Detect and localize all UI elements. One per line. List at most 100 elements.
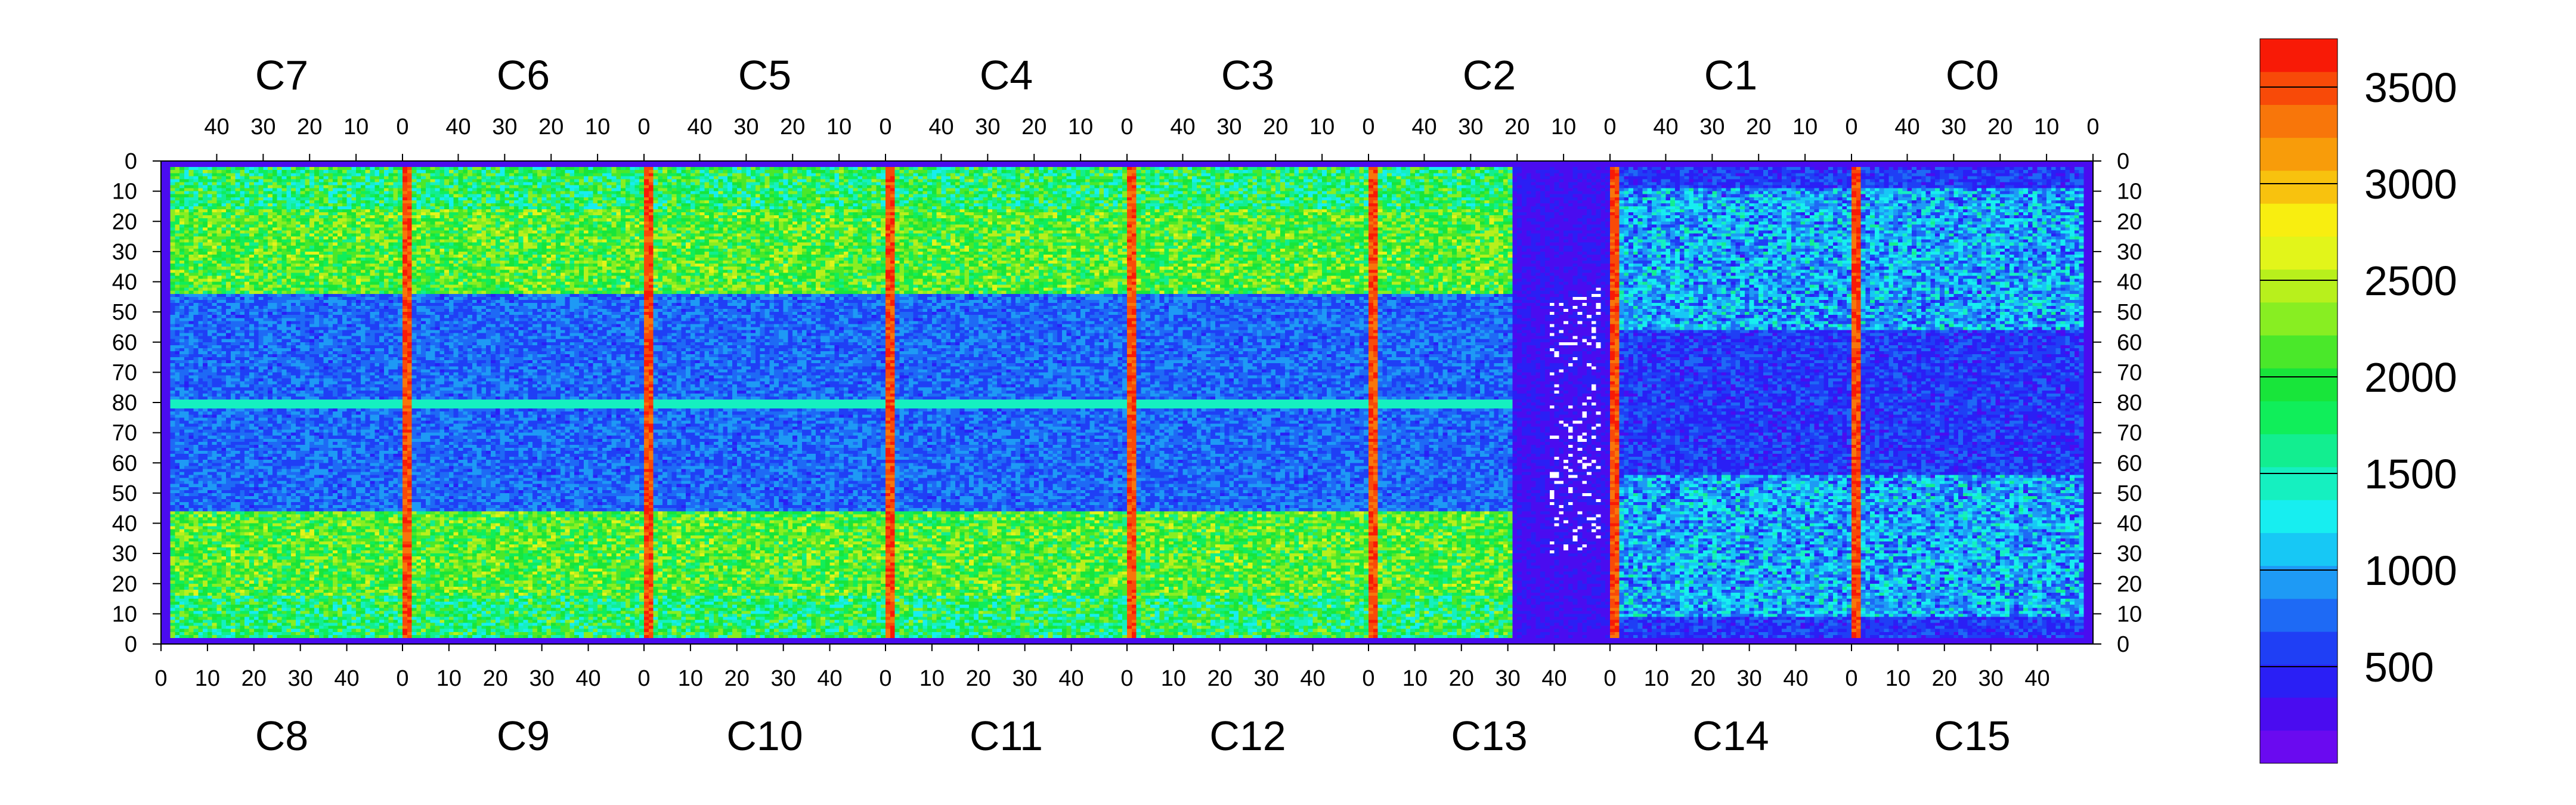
colorbar-tick-label: 2500 [2364, 258, 2457, 304]
bottom-chip-label: C8 [255, 713, 308, 759]
top-tick-label: 40 [1894, 114, 1919, 140]
colorbar-segment [2260, 697, 2337, 731]
bottom-x-axis: 0 10 20 30 40 0 10 20 30 40 0 10 20 30 40 0 10 20 30 40 0 10 2… [154, 644, 2050, 691]
colorbar-segment [2260, 565, 2337, 599]
top-tick-label: 30 [1941, 114, 1966, 140]
right-tick-label: 80 [2117, 391, 2142, 416]
left-tick-label: 60 [112, 451, 137, 476]
bottom-chip-label: C14 [1692, 713, 1769, 759]
top-chip-label: C5 [738, 52, 791, 98]
right-tick-label: 30 [2117, 240, 2142, 265]
bottom-tick-label: 0 [1845, 666, 1857, 691]
colorbar: 500 1000 1500 2000 2500 3000 3500 [2259, 38, 2457, 764]
left-tick-label: 0 [125, 632, 137, 657]
bottom-tick-label: 40 [2024, 666, 2049, 691]
colorbar-segment [2260, 170, 2337, 204]
bottom-chip-label: C9 [497, 713, 550, 759]
bottom-chip-labels: C8 C9 C10 C11 C12 C13 C14 C15 [255, 713, 2011, 759]
bottom-chip-label: C11 [970, 713, 1043, 759]
bottom-tick-label: 40 [1541, 666, 1566, 691]
bottom-tick-label: 40 [1783, 666, 1808, 691]
bottom-tick-label: 10 [1644, 666, 1669, 691]
bottom-chip-label: C12 [1209, 713, 1286, 759]
bottom-tick-label: 20 [966, 666, 991, 691]
top-tick-label: 0 [396, 114, 408, 140]
colorbar-segment [2260, 434, 2337, 467]
bottom-tick-label: 30 [1737, 666, 1762, 691]
left-tick-label: 10 [112, 179, 137, 205]
colorbar-tick-label: 1500 [2364, 451, 2457, 497]
left-y-axis: 0 10 20 30 40 50 60 70 80 70 60 50 40 30 20 10 0 [112, 149, 161, 657]
bottom-tick-label: 40 [817, 666, 842, 691]
left-tick-label: 30 [112, 240, 137, 265]
top-chip-label: C4 [980, 52, 1033, 98]
colorbar-segment [2260, 302, 2337, 336]
right-y-axis: 0 10 20 30 40 50 60 70 80 70 60 50 40 30 20 10 0 [2093, 149, 2142, 657]
top-tick-label: 40 [445, 114, 470, 140]
top-chip-label: C0 [1946, 52, 1999, 98]
top-chip-labels: C7 C6 C5 C4 C3 C2 C1 C0 [255, 52, 1999, 98]
colorbar-frame [2259, 38, 2338, 764]
bottom-tick-label: 20 [1208, 666, 1233, 691]
colorbar-segment [2260, 104, 2337, 138]
heatmap-image [161, 161, 2093, 644]
right-tick-label: 40 [2117, 270, 2142, 295]
top-tick-label: 0 [637, 114, 650, 140]
top-chip-label: C2 [1463, 52, 1516, 98]
left-tick-label: 20 [112, 209, 137, 234]
top-tick-label: 20 [1021, 114, 1046, 140]
bottom-tick-label: 20 [242, 666, 267, 691]
colorbar-segment [2260, 236, 2337, 270]
bottom-tick-label: 0 [637, 666, 650, 691]
top-tick-label: 40 [687, 114, 712, 140]
left-tick-label: 40 [112, 512, 137, 537]
colorbar-tick-label: 2000 [2364, 354, 2457, 401]
right-tick-label: 20 [2117, 209, 2142, 234]
top-tick-label: 30 [1699, 114, 1724, 140]
top-chip-label: C1 [1704, 52, 1757, 98]
bottom-tick-label: 20 [1449, 666, 1474, 691]
bottom-tick-label: 40 [1058, 666, 1083, 691]
top-tick-label: 30 [1458, 114, 1483, 140]
top-tick-label: 10 [1309, 114, 1335, 140]
top-tick-label: 30 [733, 114, 758, 140]
bottom-tick-label: 30 [771, 666, 796, 691]
top-tick-label: 0 [1362, 114, 1374, 140]
bottom-tick-label: 10 [436, 666, 462, 691]
right-tick-label: 10 [2117, 602, 2142, 627]
colorbar-segment [2260, 335, 2337, 369]
bottom-tick-label: 30 [288, 666, 313, 691]
colorbar-segment [2260, 598, 2337, 632]
top-tick-label: 0 [1120, 114, 1133, 140]
top-tick-label: 20 [1504, 114, 1530, 140]
bottom-chip-label: C15 [1934, 713, 2010, 759]
right-tick-label: 50 [2117, 481, 2142, 506]
top-tick-label: 10 [2034, 114, 2059, 140]
top-tick-label: 20 [538, 114, 564, 140]
right-tick-label: 20 [2117, 572, 2142, 597]
top-tick-label: 10 [1068, 114, 1093, 140]
bottom-tick-label: 20 [1932, 666, 1957, 691]
bottom-tick-label: 0 [879, 666, 891, 691]
bottom-tick-label: 20 [724, 666, 750, 691]
top-chip-label: C7 [255, 52, 308, 98]
top-tick-label: 40 [1411, 114, 1436, 140]
left-tick-label: 40 [112, 270, 137, 295]
top-chip-label: C6 [497, 52, 550, 98]
left-tick-label: 20 [112, 572, 137, 597]
bottom-tick-label: 0 [1120, 666, 1133, 691]
top-tick-label: 30 [975, 114, 1000, 140]
top-tick-label: 20 [297, 114, 322, 140]
bottom-tick-label: 10 [1402, 666, 1428, 691]
colorbar-segment [2260, 269, 2337, 303]
colorbar-segment [2260, 631, 2337, 665]
top-tick-label: 10 [1551, 114, 1576, 140]
right-tick-label: 70 [2117, 360, 2142, 385]
top-chip-label: C3 [1221, 52, 1274, 98]
right-tick-label: 60 [2117, 451, 2142, 476]
colorbar-segment [2260, 500, 2337, 533]
right-tick-label: 60 [2117, 330, 2142, 355]
bottom-tick-label: 20 [1690, 666, 1716, 691]
top-tick-label: 0 [2086, 114, 2099, 140]
